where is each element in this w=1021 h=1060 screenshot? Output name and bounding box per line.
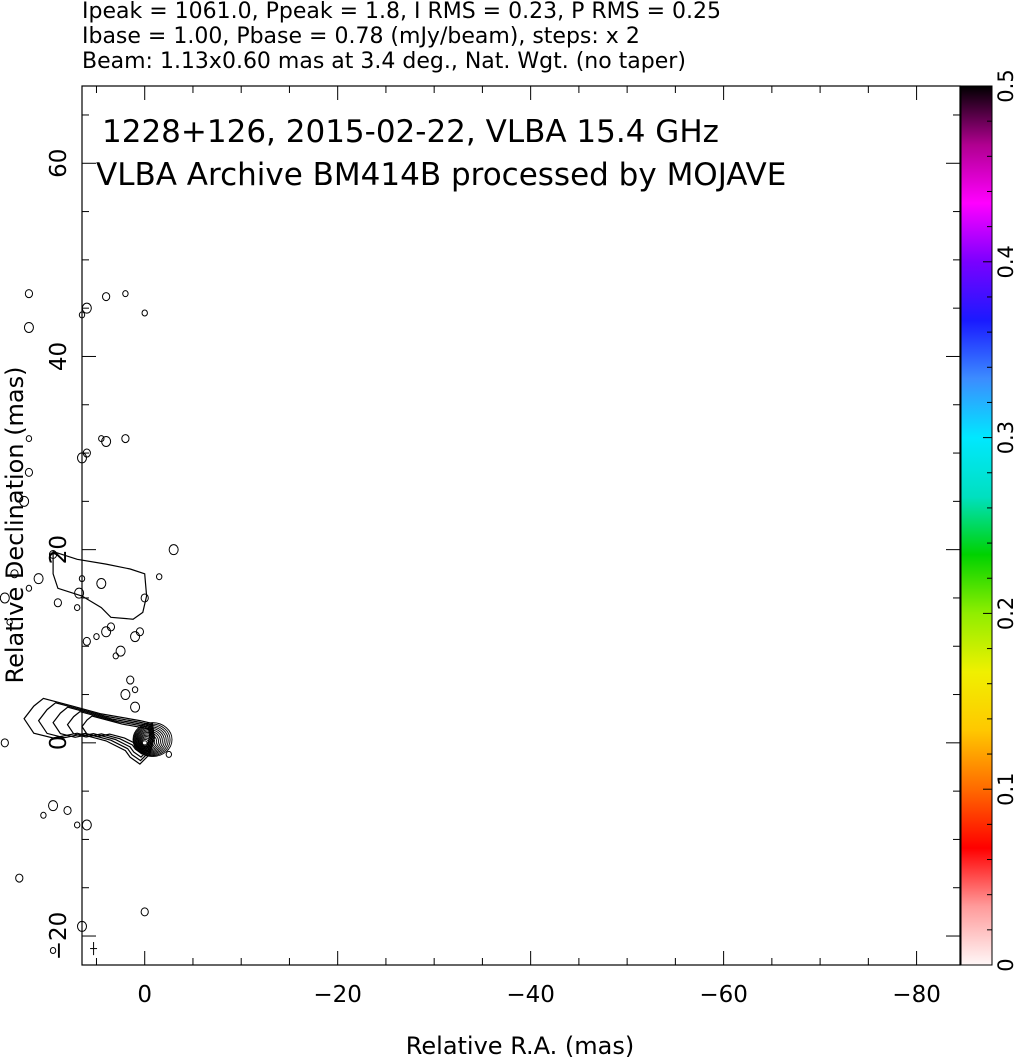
contour-island	[102, 292, 111, 302]
x-tick-label: 0	[137, 982, 152, 1008]
core-contour	[132, 722, 173, 757]
y-tick-label: 0	[46, 736, 72, 751]
contour-island	[131, 686, 139, 694]
header-line-2: Ibase = 1.00, Pbase = 0.78 (mJy/beam), s…	[82, 24, 640, 49]
contour-island	[112, 652, 119, 660]
contour-island	[122, 290, 129, 298]
plot-frame	[81, 85, 961, 966]
contour-island	[0, 592, 10, 604]
x-tick-label: −80	[892, 982, 941, 1008]
contour-island	[33, 573, 44, 585]
y-tick-label: 40	[46, 342, 72, 371]
y-tick-label: −20	[46, 912, 72, 961]
chart-subtitle: VLBA Archive BM414B processed by MOJAVE	[96, 157, 786, 193]
contour-island	[23, 321, 34, 333]
contour-island	[140, 593, 149, 603]
contour-island	[130, 701, 141, 713]
colorbar-tick-label: 0	[994, 958, 1018, 971]
colorbar-tick-label: 0.3	[994, 421, 1018, 454]
colorbar-tick-label: 0.2	[994, 597, 1018, 630]
contour-island	[73, 604, 81, 612]
contour-island	[155, 573, 163, 581]
chart-title: 1228+126, 2015-02-22, VLBA 15.4 GHz	[102, 114, 719, 150]
jet-outer-contour	[52, 550, 148, 620]
jet-inner-contour	[66, 710, 152, 755]
contour-island	[25, 584, 33, 592]
header-line-1: Ipeak = 1061.0, Ppeak = 1.8, I RMS = 0.2…	[82, 0, 721, 24]
contour-island	[98, 435, 105, 443]
colorbar-tick-label: 0.1	[994, 772, 1018, 805]
contour-island	[126, 675, 135, 685]
jet-inner-contour	[81, 715, 151, 751]
contour-island	[74, 587, 85, 599]
jet-inner-contour	[23, 697, 156, 765]
axes-layer: 0 −20 −40 −60 −80 −20 0 20 40 60	[46, 85, 961, 1008]
colorbar-gradient	[960, 85, 993, 966]
contour-island	[140, 907, 149, 917]
contour-island	[53, 598, 62, 608]
contour-island	[120, 689, 131, 701]
contour-island	[6, 618, 13, 626]
contour-island	[121, 434, 130, 444]
contour-island	[141, 309, 148, 317]
y-tick-label: 60	[46, 149, 72, 178]
contour-island	[15, 873, 24, 883]
colorbar: 0 0.1 0.2 0.3 0.4 0.5	[960, 69, 1018, 972]
contour-island	[48, 549, 58, 559]
colorbar-tick-label: 0.5	[994, 69, 1018, 102]
contour-island	[25, 435, 33, 443]
contour-island	[10, 569, 19, 579]
contour-island	[115, 645, 126, 657]
x-axis-label: Relative R.A. (mas)	[406, 1032, 634, 1060]
header-line-3: Beam: 1.13x0.60 mas at 3.4 deg., Nat. Wg…	[82, 49, 686, 74]
contour-island	[24, 467, 34, 477]
core-contour	[138, 733, 158, 750]
contour-island	[24, 289, 34, 299]
contour-island	[19, 495, 30, 507]
x-tick-label: −60	[699, 982, 748, 1008]
x-tick-label: −20	[313, 982, 362, 1008]
contour-island	[168, 544, 179, 556]
y-tick-label: 20	[46, 535, 72, 564]
contour-island	[165, 750, 173, 758]
contour-island	[130, 631, 141, 643]
contour-island	[93, 633, 100, 641]
contour-island	[82, 636, 91, 646]
contour-island	[48, 800, 59, 812]
contour-island	[96, 577, 107, 589]
contour-island	[0, 738, 9, 748]
contour-layer	[0, 289, 179, 955]
contour-island	[40, 811, 47, 819]
core-contour	[141, 740, 148, 746]
y-axis-label: Relative Declination (mas)	[1, 366, 29, 683]
contour-island	[73, 821, 81, 829]
contour-island	[81, 819, 92, 831]
contour-island	[101, 626, 112, 638]
x-tick-label: −40	[506, 982, 555, 1008]
colorbar-tick-label: 0.4	[994, 245, 1018, 278]
contour-island	[63, 805, 72, 815]
contour-island	[49, 947, 57, 955]
